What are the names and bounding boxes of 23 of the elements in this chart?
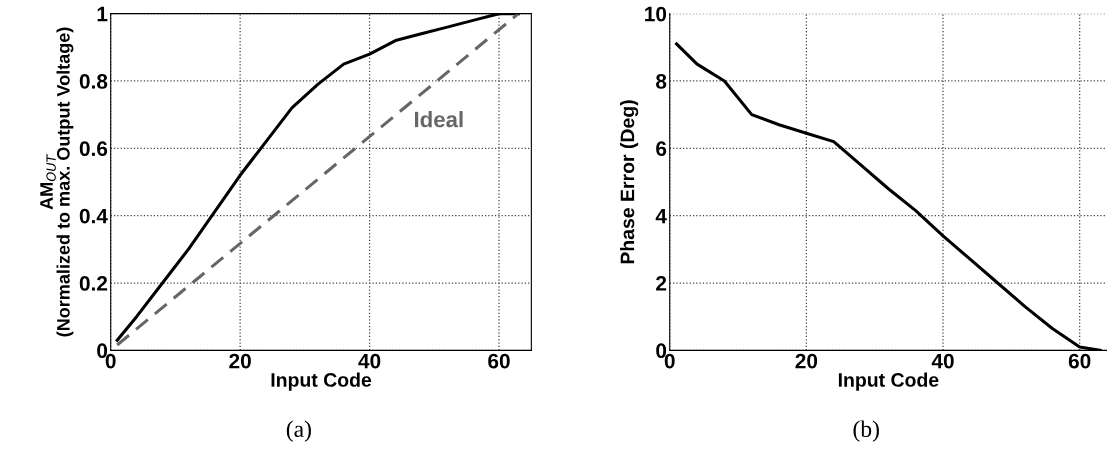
y-tick-label: 8 [656,73,667,89]
y-tick-label: 4 [655,208,667,224]
y-tick-label: 10 [645,6,667,22]
y-tick-label: 0.4 [79,208,108,224]
y-tick-label: 0.6 [79,141,108,157]
y-tick-label: 1 [97,6,108,22]
y-axis-title: AM$_{OUT}$ (Normalized to max. Output Voltage) [40,27,74,337]
text: (b) [853,420,879,442]
text: (a) [286,420,311,442]
x-axis-title: Input Code [271,372,372,391]
x-tick-label: 20 [229,353,251,369]
x-tick-label: 60 [1068,353,1091,369]
x-tick-label: 40 [931,353,954,369]
y-tick-label: 6 [656,141,667,157]
x-tick-label: 60 [488,353,510,369]
x-tick-label: 40 [358,353,381,369]
y-tick-label: 0.2 [79,276,108,291]
y-tick-label: 0.8 [79,73,108,89]
x-tick-label: 20 [795,353,818,369]
annotation: Ideal [414,111,463,128]
x-axis-title: Input Code [838,372,939,391]
y-axis-title: Phase Error (Deg) [620,100,639,264]
y-tick-label: 2 [656,276,667,291]
